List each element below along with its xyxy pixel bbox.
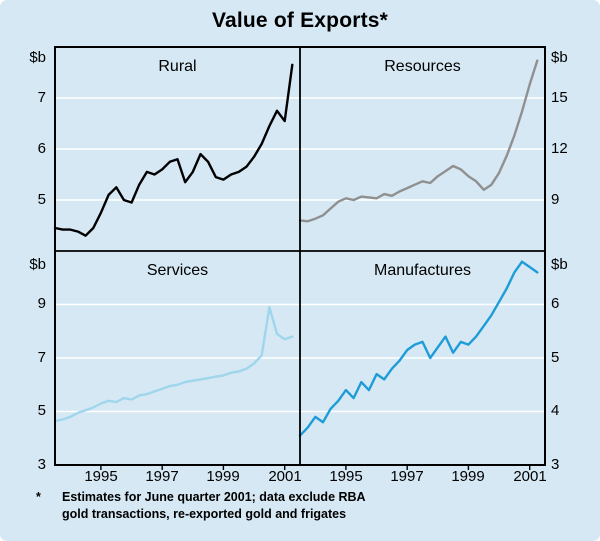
xtick-right-1999: 1999 — [451, 468, 485, 485]
chart-title: Value of Exports* — [211, 9, 389, 32]
xtick-left-2001: 2001 — [268, 468, 302, 485]
plot-frame — [54, 46, 546, 466]
footnote-marker: * — [36, 490, 41, 504]
panel-title-rural: Rural — [158, 58, 197, 75]
ytick-services-3: 3 — [37, 456, 46, 473]
manufactures-series-line — [298, 260, 539, 437]
ytick-rural-5: 5 — [37, 191, 46, 208]
xtick-right-1997: 1997 — [390, 468, 424, 485]
panel-title-resources: Resources — [384, 58, 461, 75]
ytick-manufactures-6: 6 — [551, 295, 560, 312]
xtick-left-1995: 1995 — [84, 468, 118, 485]
ytick-rural-6: 6 — [37, 140, 46, 157]
ytick-resources-15: 15 — [551, 89, 568, 106]
xtick-left-1999: 1999 — [206, 468, 240, 485]
ytick-manufactures-5: 5 — [551, 349, 560, 366]
xtick-left-1997: 1997 — [145, 468, 179, 485]
ytick-manufactures-3: 3 — [551, 456, 560, 473]
resources-series-line — [298, 59, 539, 223]
ytick-services-7: 7 — [37, 349, 46, 366]
ytick-manufactures-4: 4 — [551, 402, 560, 419]
rural-series-line — [53, 63, 294, 237]
panel-title-services: Services — [146, 262, 209, 279]
xtick-right-1995: 1995 — [329, 468, 363, 485]
ytick-resources-9: 9 — [551, 191, 560, 208]
footnote-line-1: Estimates for June quarter 2001; data ex… — [62, 490, 366, 504]
ytick-services-9: 9 — [37, 295, 46, 312]
unit-label-bottom-left: $b — [29, 256, 46, 273]
xtick-right-2001: 2001 — [513, 468, 547, 485]
unit-label-top-left: $b — [29, 49, 46, 66]
ytick-rural-7: 7 — [37, 89, 46, 106]
footnote-line-2: gold transactions, re-exported gold and … — [62, 507, 347, 521]
ytick-resources-12: 12 — [551, 140, 568, 157]
unit-label-top-right: $b — [551, 49, 568, 66]
panel-title-manufactures: Manufactures — [374, 262, 471, 279]
ytick-services-5: 5 — [37, 402, 46, 419]
unit-label-bottom-right: $b — [551, 256, 568, 273]
services-series-line — [53, 306, 294, 423]
